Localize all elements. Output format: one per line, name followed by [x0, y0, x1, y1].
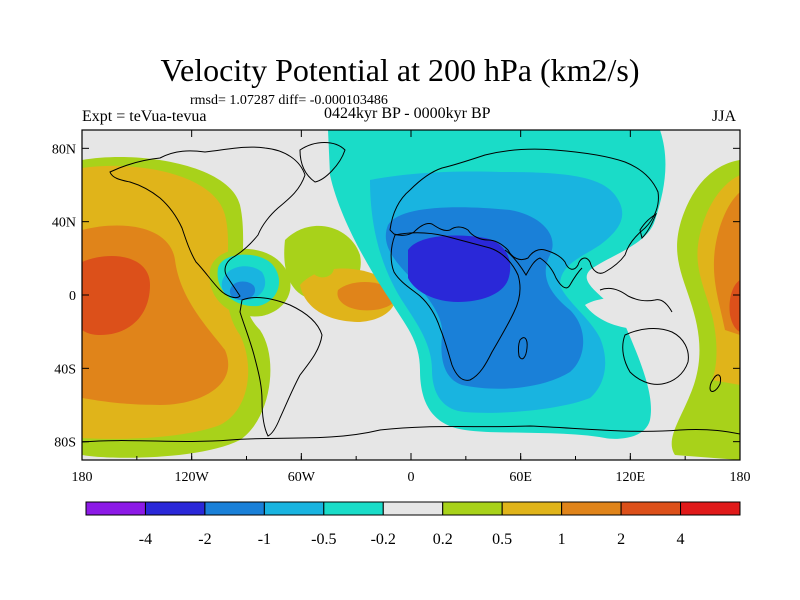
region-westpac-high: [729, 280, 740, 332]
y-tick-label: 40N: [52, 216, 76, 231]
colorbar-label: -0.2: [371, 531, 396, 548]
y-tick-label: 40S: [54, 362, 76, 377]
coast-new-zealand: [709, 374, 721, 392]
coastlines: [82, 142, 740, 443]
colorbar-swatch: [263, 501, 325, 516]
coast-greenland: [299, 142, 346, 183]
y-tick-label: 0: [69, 289, 76, 304]
colorbar-swatch: [323, 501, 384, 516]
x-tick-label: 180: [72, 470, 93, 485]
colorbar-label: 4: [677, 531, 685, 548]
y-tick-label: 80N: [52, 142, 76, 157]
region-warmpool: [585, 297, 674, 330]
colorbar-label: -0.5: [311, 531, 336, 548]
coast-madagascar: [517, 337, 528, 360]
y-tick-label: 80S: [54, 436, 76, 451]
colorbar-swatch: [620, 501, 682, 516]
colorbar-swatch: [442, 501, 503, 516]
x-tick-label: 120W: [175, 470, 210, 485]
colorbar-label: -2: [198, 531, 211, 548]
colorbar-swatch: [501, 501, 563, 516]
region-caribbean-green: [312, 255, 335, 278]
colorbar: -4 -2 -1 -0.5 -0.2 0.2 0.5 1 2 4: [85, 501, 741, 548]
colorbar-swatch: [680, 501, 741, 516]
coast-antarctica: [82, 425, 740, 443]
colorbar-swatch: [144, 501, 206, 516]
field-layer: [82, 130, 740, 460]
colorbar-label: 1: [558, 531, 566, 548]
coast-africa: [390, 232, 521, 381]
coast-eurasia: [389, 148, 659, 274]
colorbar-label: 2: [617, 531, 625, 548]
colorbar-swatch: [561, 501, 622, 516]
coast-se-asia: [599, 287, 673, 313]
colorbar-swatch: [85, 501, 146, 516]
x-tick-label: 60W: [288, 470, 316, 485]
coast-arabia-india: [504, 249, 583, 289]
coast-australia: [622, 327, 689, 385]
season-label: JJA: [712, 108, 737, 125]
period-label: 0424kyr BP - 0000kyr BP: [324, 105, 491, 122]
colorbar-swatch: [382, 501, 444, 516]
coast-north-america: [109, 146, 306, 299]
coast-japan: [639, 212, 658, 239]
map-axes: 180 120W 60W 0 60E 120E 180 80N 40N 0 40S 80S: [52, 130, 751, 485]
region-atlantic-high: [337, 282, 396, 311]
stats-label: rmsd= 1.07287 diff= -0.000103486: [190, 93, 388, 108]
colorbar-label: 0.2: [433, 531, 453, 548]
colorbar-swatch: [204, 501, 265, 516]
coast-south-america: [239, 297, 323, 437]
x-tick-label: 180: [730, 470, 751, 485]
region-africa-low: [408, 235, 511, 302]
colorbar-label: -1: [258, 531, 271, 548]
region-pacific-high: [82, 255, 150, 335]
experiment-label: Expt = teVua-tevua: [82, 108, 207, 125]
region-caribbean-low: [229, 281, 256, 300]
colorbar-label: 0.5: [492, 531, 512, 548]
x-tick-label: 120E: [616, 470, 646, 485]
x-tick-label: 60E: [509, 470, 532, 485]
colorbar-label: -4: [139, 531, 152, 548]
x-tick-label: 0: [408, 470, 415, 485]
plot-title: Velocity Potential at 200 hPa (km2/s): [160, 52, 640, 88]
